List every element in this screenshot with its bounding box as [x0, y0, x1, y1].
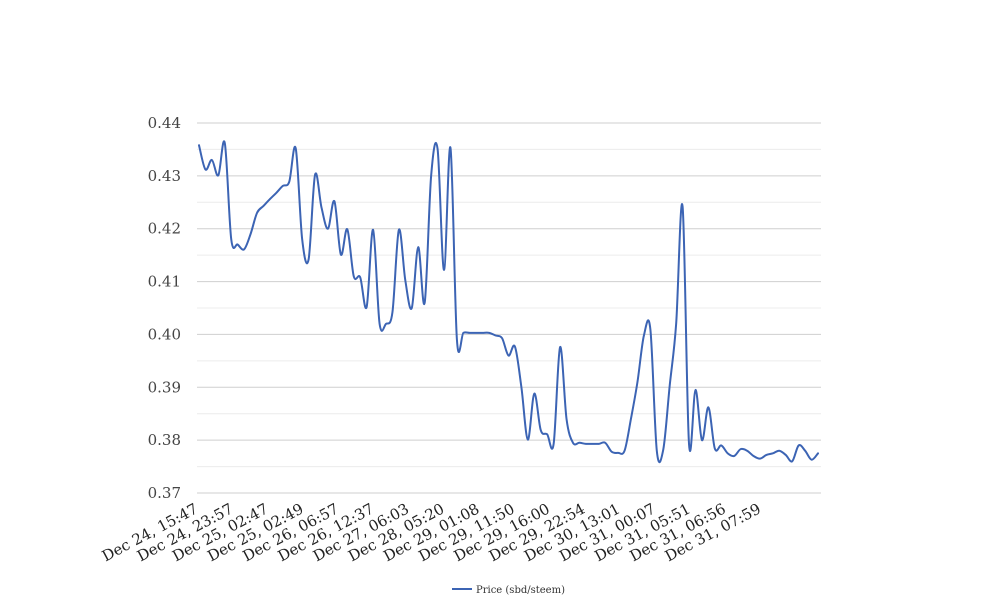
y-tick-label: 0.40	[148, 325, 181, 343]
legend[interactable]: Price (sbd/steem)	[452, 585, 565, 596]
series-line-price	[198, 140, 819, 464]
y-tick-label: 0.38	[148, 431, 181, 449]
y-tick-label: 0.42	[148, 220, 181, 238]
y-tick-label: 0.43	[148, 167, 181, 185]
series-lines	[198, 140, 819, 464]
y-tick-label: 0.44	[148, 114, 181, 132]
y-axis-tick-labels: 0.37 0.38 0.39 0.40 0.41 0.42 0.43 0.44	[148, 114, 181, 502]
y-tick-label: 0.37	[148, 484, 181, 502]
y-tick-label: 0.41	[148, 273, 181, 291]
legend-label-price: Price (sbd/steem)	[476, 585, 565, 596]
y-tick-label: 0.39	[148, 378, 181, 396]
